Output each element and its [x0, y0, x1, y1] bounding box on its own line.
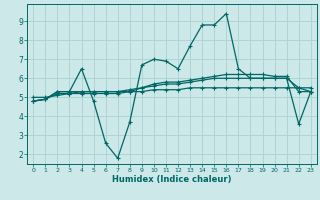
- X-axis label: Humidex (Indice chaleur): Humidex (Indice chaleur): [112, 175, 232, 184]
